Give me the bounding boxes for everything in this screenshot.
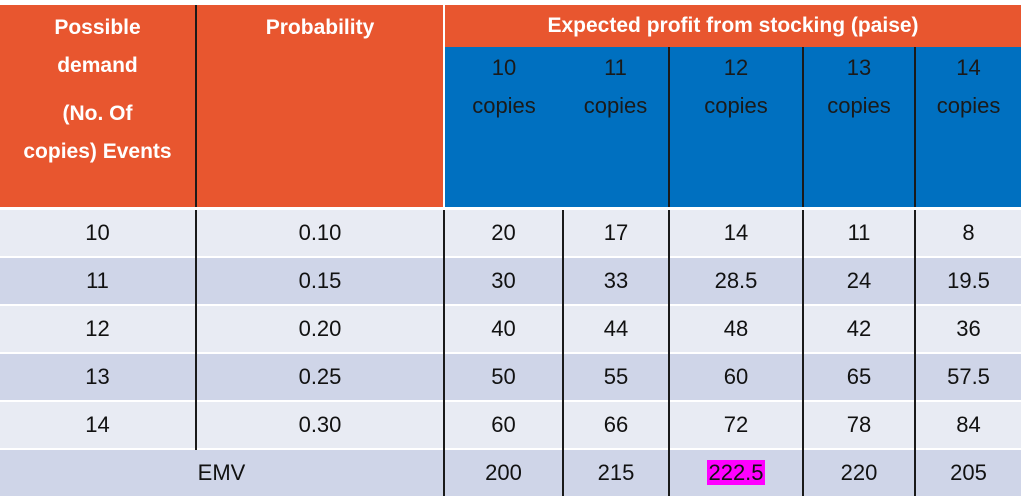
demand-cell: 14 xyxy=(0,400,197,449)
emv-cell: 205 xyxy=(915,448,1022,496)
demand-cell: 10 xyxy=(0,207,197,257)
expected-profit-table: Possible demand (No. Of copies) Events P… xyxy=(0,5,1022,496)
profit-cell: 33 xyxy=(563,256,670,305)
profit-cell: 14 xyxy=(669,207,804,257)
profit-cell: 57.5 xyxy=(915,352,1022,401)
header-stock-13: 13 copies xyxy=(803,47,916,209)
profit-cell: 44 xyxy=(563,304,670,353)
header-stock-11: 11 copies xyxy=(563,47,670,209)
probability-cell: 0.25 xyxy=(196,352,445,401)
profit-cell: 20 xyxy=(444,207,564,257)
profit-cell: 60 xyxy=(669,352,804,401)
header-stock-12-unit: copies xyxy=(704,93,768,118)
profit-cell: 66 xyxy=(563,400,670,449)
emv-label: EMV xyxy=(0,448,445,496)
probability-cell: 0.15 xyxy=(196,256,445,305)
profit-cell: 28.5 xyxy=(669,256,804,305)
demand-cell: 11 xyxy=(0,256,197,305)
table-row: 13 0.25 50 55 60 65 57.5 xyxy=(0,352,1022,401)
profit-cell: 42 xyxy=(803,304,916,353)
profit-cell: 84 xyxy=(915,400,1022,449)
profit-cell: 30 xyxy=(444,256,564,305)
emv-max-highlight: 222.5 xyxy=(707,460,765,485)
profit-cell: 72 xyxy=(669,400,804,449)
header-stock-10-qty: 10 xyxy=(491,55,517,80)
table-row: 10 0.10 20 17 14 11 8 xyxy=(0,207,1022,257)
profit-cell: 17 xyxy=(563,207,670,257)
profit-cell: 48 xyxy=(669,304,804,353)
profit-cell: 40 xyxy=(444,304,564,353)
table-row: 14 0.30 60 66 72 78 84 xyxy=(0,400,1022,449)
header-stock-14: 14 copies xyxy=(915,47,1022,209)
header-expected-profit-group: Expected profit from stocking (paise) xyxy=(442,5,1022,47)
profit-cell: 60 xyxy=(444,400,564,449)
emv-cell: 220 xyxy=(803,448,916,496)
header-stock-14-unit: copies xyxy=(936,93,1001,118)
header-stock-13-unit: copies xyxy=(827,93,891,118)
header-demand-line4: copies) Events xyxy=(23,140,172,163)
header-demand-line1: Possible xyxy=(54,16,141,39)
profit-cell: 8 xyxy=(915,207,1022,257)
profit-cell: 11 xyxy=(803,207,916,257)
probability-cell: 0.30 xyxy=(196,400,445,449)
header-demand-line3: (No. Of xyxy=(62,102,133,125)
table-row: 12 0.20 40 44 48 42 36 xyxy=(0,304,1022,353)
header-probability: Probability xyxy=(196,5,444,209)
header-stock-12: 12 copies xyxy=(669,47,804,209)
header-stock-12-qty: 12 xyxy=(723,55,749,80)
table-row: 11 0.15 30 33 28.5 24 19.5 xyxy=(0,256,1022,305)
header-stock-10-unit: copies xyxy=(472,93,536,118)
emv-cell-max: 222.5 xyxy=(669,448,804,496)
header-demand-line2: demand xyxy=(57,54,138,77)
emv-row: EMV 200 215 222.5 220 205 xyxy=(0,448,1022,496)
emv-cell: 215 xyxy=(563,448,670,496)
header-possible-demand: Possible demand (No. Of copies) Events xyxy=(0,5,197,209)
profit-cell: 19.5 xyxy=(915,256,1022,305)
profit-cell: 50 xyxy=(444,352,564,401)
profit-cell: 55 xyxy=(563,352,670,401)
probability-cell: 0.20 xyxy=(196,304,445,353)
demand-cell: 12 xyxy=(0,304,197,353)
profit-cell: 65 xyxy=(803,352,916,401)
header-stock-14-qty: 14 xyxy=(956,55,981,80)
header-stock-11-unit: copies xyxy=(583,93,648,118)
emv-cell: 200 xyxy=(444,448,564,496)
header-stock-11-qty: 11 xyxy=(604,55,627,80)
probability-cell: 0.10 xyxy=(196,207,445,257)
header-stock-13-qty: 13 xyxy=(846,55,872,80)
demand-cell: 13 xyxy=(0,352,197,401)
profit-cell: 24 xyxy=(803,256,916,305)
header-stock-10: 10 copies xyxy=(443,47,563,209)
profit-cell: 78 xyxy=(803,400,916,449)
profit-cell: 36 xyxy=(915,304,1022,353)
